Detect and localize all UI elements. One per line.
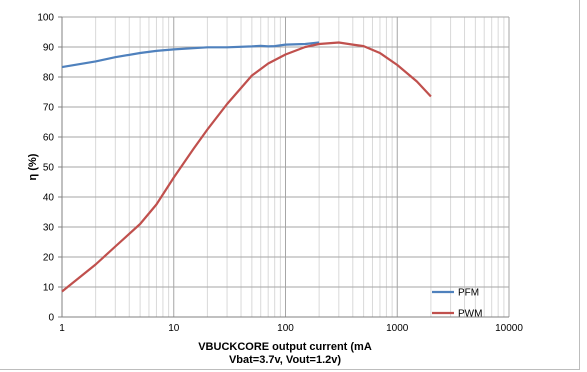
y-tick-label: 90 (43, 43, 55, 54)
legend: PFM PWM (432, 288, 482, 320)
y-axis-title: η (%) (27, 153, 39, 180)
y-tick-label: 100 (37, 13, 54, 24)
y-tick-label: 80 (43, 73, 55, 84)
x-tick-label: 10 (168, 323, 180, 334)
x-tick-label: 1 (59, 323, 65, 334)
y-tick-label: 0 (48, 313, 54, 324)
x-tick-labels: 1 10 100 1000 10000 (59, 323, 523, 334)
y-tick-label: 60 (43, 133, 55, 144)
series-line-pfm (61, 41, 320, 69)
y-tick-labels: 0 10 20 30 40 50 60 70 80 90 100 (37, 13, 54, 324)
y-tick-label: 10 (43, 283, 55, 294)
y-tick-label: 30 (43, 223, 55, 234)
y-tick-label: 20 (43, 253, 55, 264)
y-tick-label: 40 (43, 193, 55, 204)
series-lines (61, 41, 432, 293)
legend-label-pwm: PWM (458, 309, 482, 320)
series-line-pwm (61, 41, 432, 293)
y-tick-label: 50 (43, 163, 55, 174)
x-tick-label: 1000 (386, 323, 409, 334)
legend-label-pfm: PFM (458, 288, 479, 299)
x-axis-title-line2: Vbat=3.7v, Vout=1.2v) (229, 354, 341, 366)
x-axis-title: VBUCKCORE output current (mA (198, 341, 372, 353)
y-tick-label: 70 (43, 103, 55, 114)
x-tick-label: 100 (277, 323, 294, 334)
x-tick-label: 10000 (495, 323, 523, 334)
